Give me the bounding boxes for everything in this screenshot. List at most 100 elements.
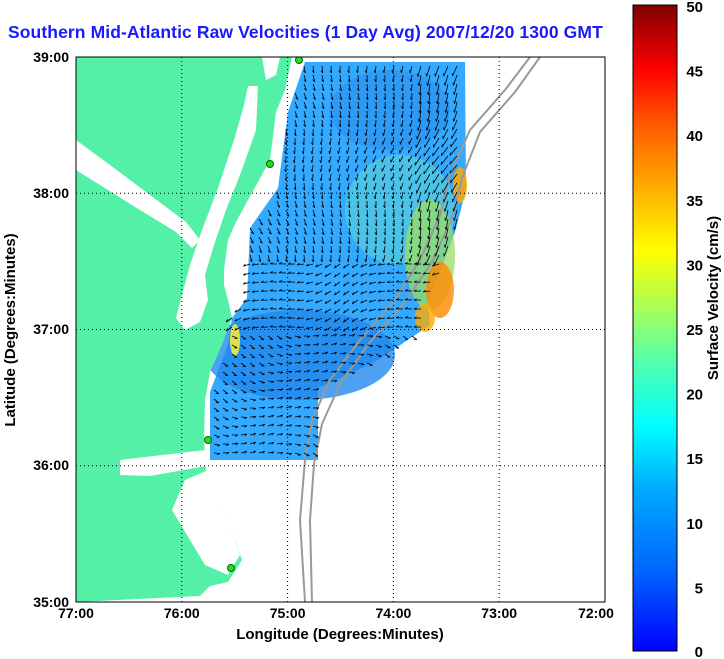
velocity-vector-head (307, 397, 311, 400)
velocity-vector-head (268, 241, 272, 244)
velocity-vector (339, 218, 343, 226)
velocity-vector (357, 83, 360, 91)
velocity-vector-head (347, 79, 351, 83)
velocity-vector-head (347, 124, 350, 128)
velocity-vector (303, 434, 310, 437)
velocity-vector (249, 398, 256, 401)
velocity-vector-head (373, 141, 375, 145)
velocity-vector-head (449, 170, 451, 174)
velocity-vector-head (352, 353, 356, 356)
velocity-vector-head (330, 214, 334, 218)
velocity-vector-head (260, 280, 264, 283)
x-axis: 77:00 76:00 75:00 74:00 73:00 72:00 Long… (58, 605, 614, 643)
velocity-vector (392, 65, 395, 73)
velocity-vector (213, 443, 220, 446)
velocity-vector-head (395, 316, 399, 319)
velocity-vector (321, 245, 324, 253)
velocity-vector (450, 137, 458, 148)
velocity-vector-head (391, 241, 395, 245)
velocity-vector (243, 299, 251, 303)
velocity-vector (285, 254, 288, 262)
velocity-vector-head (392, 232, 395, 236)
velocity-vector-head (321, 214, 325, 217)
velocity-vector (267, 245, 271, 253)
velocity-vector-head (444, 244, 446, 248)
velocity-vector (258, 450, 265, 454)
velocity-vector (357, 110, 360, 119)
velocity-vector-head (311, 259, 314, 263)
velocity-vector (373, 173, 377, 181)
velocity-vector (356, 137, 359, 145)
velocity-vector (276, 200, 281, 208)
velocity-vector (374, 128, 377, 136)
velocity-vector (426, 119, 431, 131)
velocity-vector (285, 335, 292, 339)
velocity-vector-head (320, 196, 324, 200)
velocity-vector (294, 218, 299, 226)
velocity-vector-head (325, 334, 329, 337)
velocity-vector-head (363, 150, 366, 154)
velocity-vector-head (436, 100, 438, 105)
velocity-vector (399, 137, 404, 145)
velocity-vector (366, 218, 369, 226)
velocity-vector (303, 245, 306, 253)
velocity-vector-head (293, 151, 296, 155)
velocity-vector-head (296, 325, 300, 329)
velocity-vector (312, 92, 316, 100)
velocity-vector-head (312, 250, 315, 254)
velocity-vector-head (296, 262, 300, 266)
velocity-vector-head (262, 390, 266, 393)
velocity-vector (351, 326, 359, 332)
potomac-river (76, 140, 200, 248)
velocity-vector-head (356, 214, 360, 218)
velocity-vector-head (295, 214, 298, 217)
velocity-vector (320, 146, 323, 154)
velocity-vector (417, 245, 422, 257)
x-tick-label: 75:00 (270, 605, 306, 621)
velocity-vector-head (418, 92, 421, 96)
velocity-vector (364, 164, 368, 172)
velocity-vector-head (356, 196, 359, 200)
velocity-vector-head (303, 70, 306, 74)
velocity-vector-head (356, 205, 359, 209)
velocity-vector-head (312, 232, 316, 235)
velocity-vector-head (287, 307, 291, 310)
velocity-vector-head (289, 362, 293, 365)
velocity-vectors (213, 65, 458, 457)
velocity-vector (453, 209, 458, 221)
velocity-vector-head (395, 298, 399, 301)
velocity-vector (432, 173, 440, 184)
velocity-vector (454, 218, 458, 230)
velocity-vector-head (378, 336, 383, 339)
velocity-vector (436, 209, 440, 221)
velocity-vector-head (312, 106, 316, 109)
velocity-vector-head (312, 88, 316, 91)
velocity-vector (360, 290, 368, 295)
velocity-vector (399, 164, 404, 172)
velocity-vector (312, 452, 319, 457)
velocity-vector-head (235, 442, 239, 446)
velocity-vector-head (391, 123, 394, 128)
velocity-vector-head (404, 316, 408, 319)
velocity-vector (390, 164, 395, 172)
velocity-vector (348, 74, 351, 83)
velocity-vector-head (312, 97, 316, 100)
velocity-vector (378, 326, 386, 329)
velocity-vector-head (417, 127, 419, 131)
velocity-vector (369, 299, 377, 303)
velocity-vector-head (316, 388, 320, 391)
velocity-vector (348, 254, 350, 263)
station-marker (227, 564, 235, 572)
velocity-vector (234, 317, 242, 322)
velocity-vector (366, 362, 373, 366)
velocity-vector-head (377, 290, 381, 293)
velocity-vector (249, 441, 256, 445)
velocity-vector (330, 110, 333, 118)
velocity-vector-head (401, 223, 404, 227)
velocity-vector-head (413, 325, 417, 328)
velocity-vector (306, 317, 314, 321)
velocity-vector (437, 218, 440, 230)
velocity-vector (249, 362, 256, 367)
velocity-vector-head (392, 223, 395, 227)
velocity-vector-head (307, 361, 311, 364)
